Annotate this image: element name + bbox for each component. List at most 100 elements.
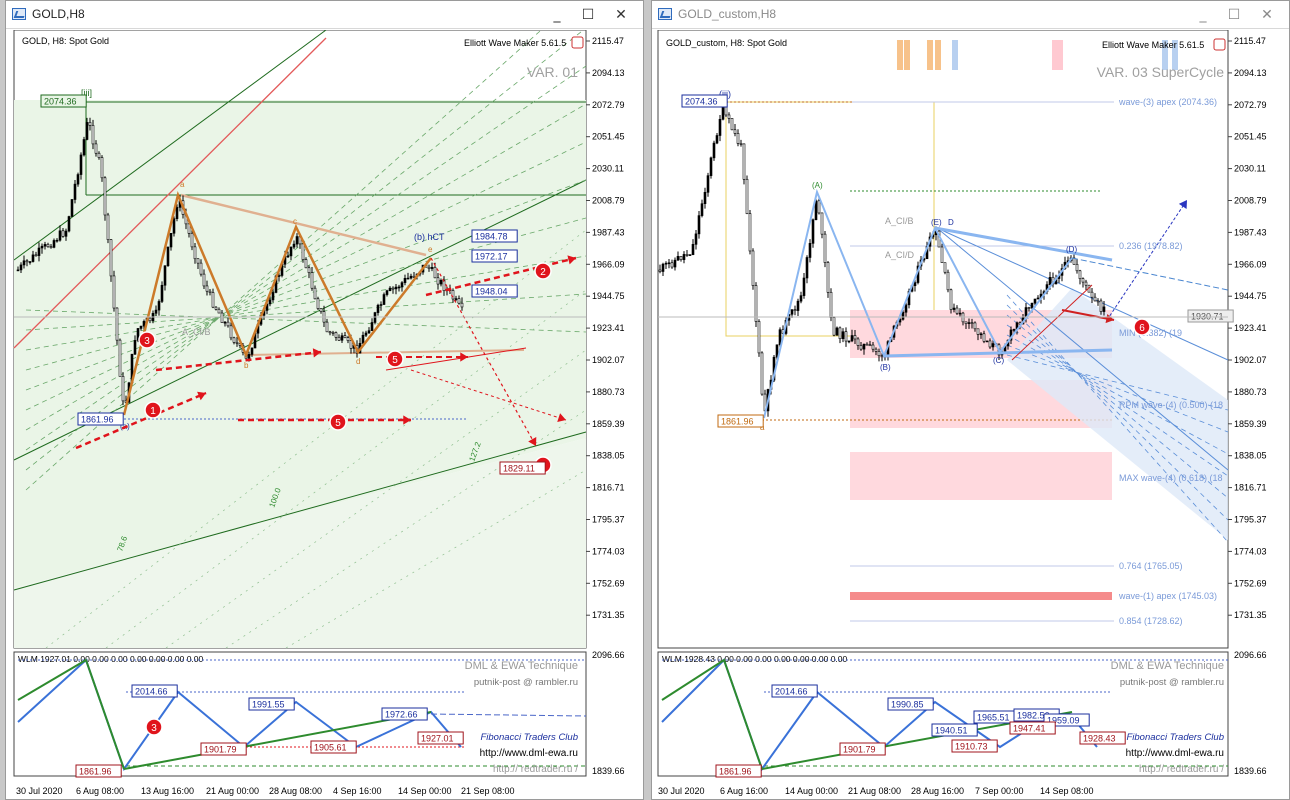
indicator-axis-label: 2096.66 (1234, 650, 1267, 660)
candle-body (16, 269, 20, 272)
candle-body (232, 337, 236, 343)
candle-body (757, 321, 761, 354)
candle-body (271, 292, 275, 301)
indicator-header: WLM 1927.01 0.00 0.00 0.00 0.00 0.00 0.0… (18, 654, 204, 664)
time-axis-label: 6 Aug 16:00 (720, 786, 768, 796)
wave-label: (C) (993, 356, 1004, 365)
candle-body (823, 233, 827, 263)
candle-body (904, 304, 908, 313)
price-box-label: 1910.73 (955, 742, 988, 752)
wave-label: A_CI/B (885, 216, 914, 226)
price-axis-label: 1902.07 (592, 355, 625, 365)
candle-body (364, 332, 368, 336)
candle-body (820, 212, 824, 235)
candle-body (133, 340, 137, 355)
marker-bar (1052, 40, 1058, 70)
candle-body (55, 239, 59, 242)
marker-bar (1057, 40, 1063, 70)
fan-line (25, 30, 542, 491)
candle-body (229, 325, 233, 339)
marker-badge (534, 262, 552, 280)
candle-body (208, 290, 212, 293)
maximize-button[interactable]: ☐ (1227, 7, 1241, 23)
candle-body (673, 259, 677, 268)
price-box-label: 1940.51 (935, 726, 968, 736)
candle-body (826, 262, 830, 293)
candle-body (790, 309, 794, 315)
candle-body (808, 243, 812, 258)
candle-body (37, 247, 41, 256)
candle-body (850, 335, 854, 342)
candle-body (682, 254, 686, 260)
close-button[interactable]: ✕ (615, 7, 627, 23)
candle-body (163, 265, 167, 286)
level-label: wave-(3) apex (2074.36) (1118, 97, 1217, 107)
price-axis-label: 1966.09 (592, 259, 625, 269)
candle-body (43, 244, 47, 247)
price-axis-label: 1966.09 (1234, 259, 1267, 269)
arrow-head (1178, 200, 1187, 209)
fan-line (25, 293, 587, 331)
credit-text: http:// redtrader.ru / (1139, 764, 1224, 775)
arrow-head (460, 352, 468, 362)
time-axis-label: 21 Aug 00:00 (206, 786, 259, 796)
level-label: 0.236 (1978.82) (1119, 241, 1183, 251)
candle-body (346, 337, 350, 341)
channel-line (13, 30, 327, 261)
price-box-label: 1861.96 (719, 767, 752, 777)
candle-body (196, 258, 200, 264)
fan-line (1006, 304, 1229, 521)
minimize-button[interactable]: _ (553, 7, 561, 23)
title-bar[interactable]: GOLD_custom,H8 _ ☐ ✕ (652, 1, 1289, 29)
price-axis-label: 2008.79 (1234, 196, 1267, 206)
candle-body (979, 333, 983, 336)
time-axis-label: 28 Aug 16:00 (911, 786, 964, 796)
time-axis-label: 13 Aug 16:00 (141, 786, 194, 796)
candle-body (841, 331, 845, 340)
maximize-button[interactable]: ☐ (581, 7, 595, 23)
candle-body (118, 339, 122, 377)
chart-canvas[interactable]: (iii)a(A)(B)(C)(D)(E)A_CI/BA_CI/DDwave-(… (652, 30, 1289, 799)
fan-line (25, 30, 585, 471)
candle-body (1099, 300, 1103, 312)
wave-label: [iii] (81, 88, 92, 98)
price-box-label: 2014.66 (775, 687, 808, 697)
ewm-toggle-icon (1213, 38, 1226, 51)
price-box (310, 740, 357, 754)
candle-body (169, 232, 173, 248)
fan-line (1006, 314, 1229, 499)
candle-body (409, 275, 413, 279)
marker-bar (1172, 40, 1178, 70)
level-label: 0.764 (1765.05) (1119, 561, 1183, 571)
arrow-head (528, 437, 537, 446)
minimize-button[interactable]: _ (1199, 7, 1207, 23)
candle-body (664, 262, 668, 265)
candle-body (223, 321, 227, 324)
wave-label: A_CI/B (182, 327, 211, 337)
close-button[interactable]: ✕ (1261, 7, 1273, 23)
candle-body (334, 332, 338, 338)
price-box-label: 1982.56 (1017, 711, 1050, 721)
candle-body (1030, 302, 1034, 309)
candle-body (88, 122, 92, 126)
variant-label: VAR. 01 (527, 64, 578, 80)
marker-badge (1133, 318, 1151, 336)
chart-window-right[interactable]: GOLD_custom,H8 _ ☐ ✕ (iii)a(A)(B)(C)(D)(… (651, 0, 1290, 800)
time-axis-label: 21 Aug 08:00 (848, 786, 901, 796)
indicator-panel (13, 651, 587, 777)
candle-body (814, 200, 818, 221)
fan-line (1006, 334, 1229, 455)
price-box-label: 1901.79 (843, 745, 876, 755)
title-bar[interactable]: GOLD,H8 _ ☐ ✕ (6, 1, 643, 29)
price-box-label: 1990.85 (891, 700, 924, 710)
candle-body (166, 246, 170, 267)
candle-body (52, 240, 56, 248)
candle-body (658, 269, 662, 272)
price-axis-label: 1923.41 (592, 323, 625, 333)
price-axis-label: 2030.11 (1234, 164, 1266, 174)
candle-body (382, 294, 386, 305)
candle-body (838, 327, 842, 340)
price-box-label: 1965.51 (977, 713, 1010, 723)
